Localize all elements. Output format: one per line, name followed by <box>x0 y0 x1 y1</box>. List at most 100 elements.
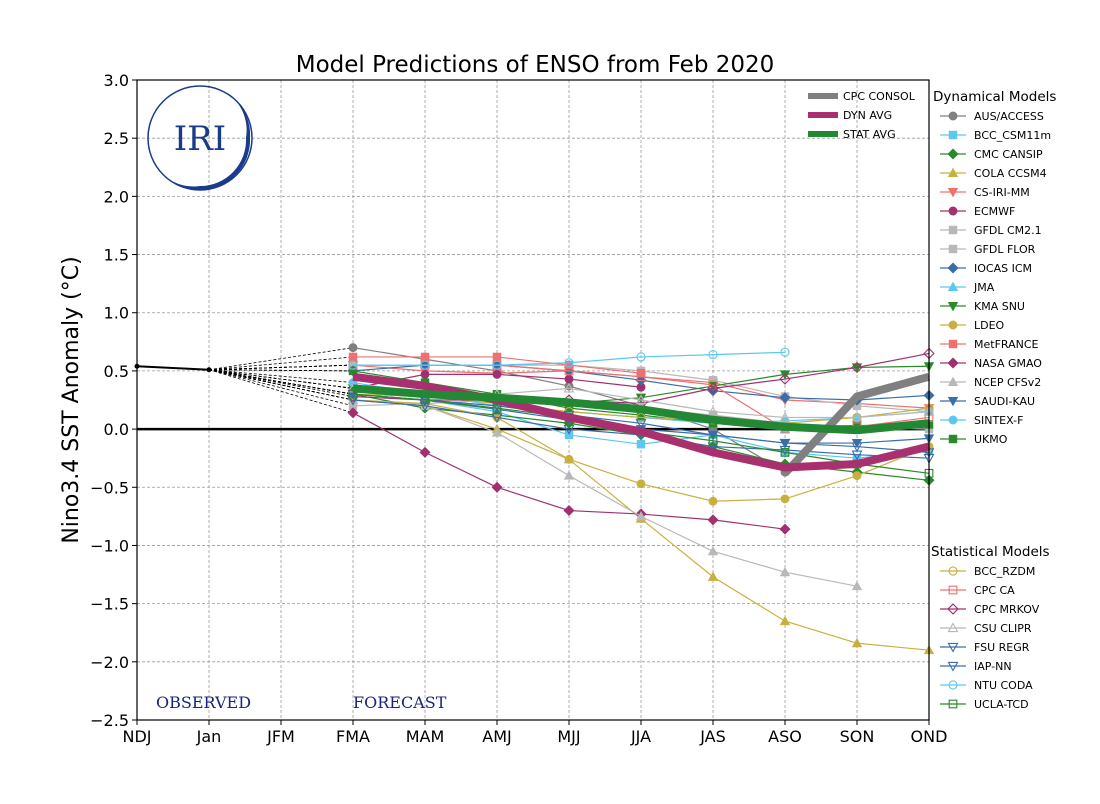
consensus-line-cpc-consol <box>782 372 931 477</box>
y-tick-label: −1.5 <box>90 595 129 614</box>
y-tick-label: 1.0 <box>104 304 129 323</box>
series-point <box>780 494 790 504</box>
series-point <box>779 438 791 449</box>
series-point <box>491 427 503 437</box>
consensus-line-stat-avg <box>352 384 930 435</box>
statistical-legend-title: Statistical Models <box>931 544 1050 560</box>
legend-label: CSU CLIPR <box>974 622 1032 635</box>
series-point <box>707 545 719 556</box>
connector-line <box>208 369 354 372</box>
series-point <box>635 394 647 405</box>
y-tick-label: 2.0 <box>104 187 129 206</box>
logo-text: IRI <box>174 119 226 159</box>
series-point <box>779 566 791 577</box>
legend-marker <box>947 642 959 653</box>
legend-entry: FSU REGR <box>940 641 1030 654</box>
legend-label: FSU REGR <box>974 641 1030 654</box>
legend-entry: UKMO <box>940 433 1008 446</box>
legend-marker <box>948 339 958 349</box>
series-point <box>635 419 647 429</box>
series-point <box>707 430 719 441</box>
x-tick-label: Jan <box>196 727 222 746</box>
series-point <box>707 382 719 395</box>
x-tick-label: MJJ <box>557 727 580 746</box>
x-tick-label: OND <box>911 727 948 746</box>
y-tick-label: 3.0 <box>104 71 129 90</box>
legend-marker <box>948 680 958 690</box>
legend-label: LDEO <box>974 319 1005 332</box>
legend-entry: MetFRANCE <box>940 338 1039 351</box>
legend-entry: GFDL FLOR <box>940 243 1036 256</box>
legend-marker <box>948 434 958 444</box>
legend-label: KMA SNU <box>974 300 1025 313</box>
legend-marker <box>948 225 958 235</box>
legend-label: NCEP CFSv2 <box>974 376 1041 389</box>
series-point <box>348 366 358 376</box>
series-point <box>420 369 430 379</box>
legend-entry: KMA SNU <box>940 300 1025 313</box>
legend-marker <box>948 699 958 709</box>
legend-label: UKMO <box>974 433 1008 446</box>
connector-line <box>208 347 354 371</box>
x-tick-label: SON <box>840 727 875 746</box>
series-point <box>851 637 863 648</box>
legend-entry: BCC_RZDM <box>940 565 1035 578</box>
x-tick-label: JAS <box>699 727 726 746</box>
series-point <box>708 496 718 506</box>
legend-marker <box>948 244 958 254</box>
series-point <box>564 454 574 464</box>
series-line <box>352 399 858 587</box>
series-point <box>348 352 358 362</box>
legend-entry: CSU CLIPR <box>940 622 1032 635</box>
series-ntu-coda <box>348 347 790 370</box>
y-tick-label: 0.5 <box>104 362 129 381</box>
legend-marker <box>948 585 958 595</box>
legend-entry: AUS/ACCESS <box>940 110 1044 123</box>
series-point <box>779 373 791 385</box>
legend-marker <box>948 415 958 425</box>
series-point <box>420 360 430 370</box>
legend-label: BCC_CSM11m <box>974 129 1051 142</box>
legend-marker <box>947 603 959 615</box>
y-tick-label: −1.0 <box>90 536 129 555</box>
x-tick-label: JFM <box>266 727 295 746</box>
axes-frame <box>136 79 930 721</box>
legend-marker <box>948 130 958 140</box>
series-point <box>347 407 359 419</box>
connector-line <box>208 369 354 414</box>
legend-label: CPC CONSOL <box>843 90 916 103</box>
series-point <box>636 412 646 423</box>
connector-line <box>208 364 354 371</box>
legend-marker <box>948 111 958 121</box>
legend-label: COLA CCSM4 <box>974 167 1047 180</box>
y-tick-label: −0.5 <box>90 478 129 497</box>
series-point <box>851 442 863 453</box>
consensus-legend: CPC CONSOL DYN AVG STAT AVG <box>808 90 916 141</box>
consensus-line-dyn-avg <box>352 372 930 472</box>
legend-entry: NASA GMAO <box>940 357 1042 370</box>
y-axis-ticks: −2.5 −2.0 −1.5 −1.0 −0.5 0.0 0.5 1.0 1.5 2.0 2.5 3.… <box>90 71 137 730</box>
legend-marker <box>947 622 959 633</box>
series-point <box>779 411 791 422</box>
legend-label: GFDL FLOR <box>974 243 1036 256</box>
observed-line <box>136 365 210 371</box>
legend-entry: CPC MRKOV <box>940 603 1040 616</box>
series-point <box>707 571 719 581</box>
series-line <box>352 393 930 453</box>
connector-line <box>208 369 354 389</box>
series-line <box>353 351 786 366</box>
series-point <box>348 343 358 353</box>
legend-label: NASA GMAO <box>974 357 1042 370</box>
series-point <box>707 442 719 453</box>
forecast-annotation: FORECAST <box>353 693 447 712</box>
legend-entry: CMC CANSIP <box>940 148 1043 161</box>
legend-label: SINTEX-F <box>974 414 1023 427</box>
y-tick-label: 0.0 <box>104 420 129 439</box>
observed-annotation: OBSERVED <box>156 693 251 712</box>
x-tick-label: MAM <box>406 727 445 746</box>
legend-label: JMA <box>973 281 995 294</box>
series-point <box>420 352 430 362</box>
legend-marker <box>947 396 959 407</box>
connector-line <box>208 369 354 401</box>
legend-label: CPC MRKOV <box>974 603 1040 616</box>
